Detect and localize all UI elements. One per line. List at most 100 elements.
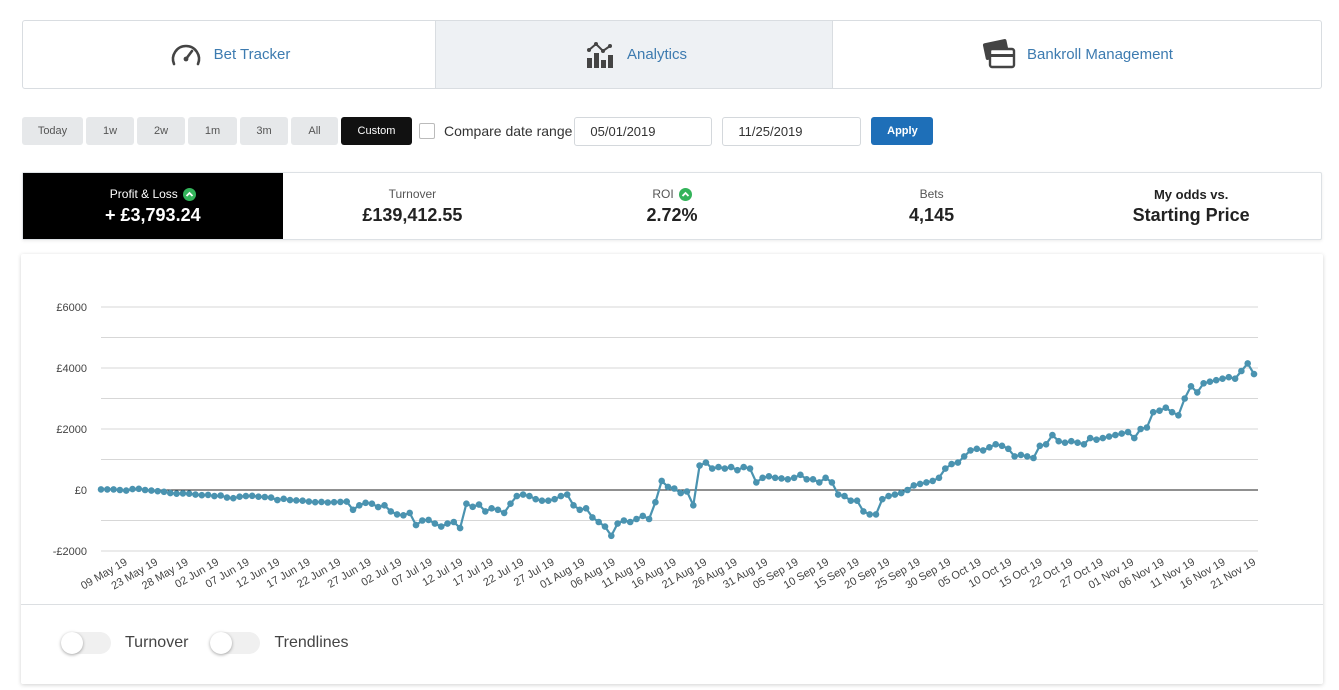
data-point bbox=[614, 520, 621, 527]
data-point bbox=[803, 476, 810, 483]
chart-toggles: Turnover Trendlines bbox=[61, 632, 349, 654]
range-1w-button[interactable]: 1w bbox=[86, 117, 134, 145]
toggle-knob bbox=[61, 632, 83, 654]
data-point bbox=[992, 441, 999, 448]
data-point bbox=[715, 463, 722, 471]
stat-turnover[interactable]: Turnover £139,412.55 bbox=[283, 173, 543, 239]
range-3m-button[interactable]: 3m bbox=[240, 117, 288, 145]
data-point bbox=[1137, 425, 1144, 433]
data-point bbox=[910, 482, 918, 489]
data-point bbox=[1017, 451, 1025, 459]
data-point bbox=[173, 490, 180, 497]
data-point bbox=[236, 493, 243, 500]
compare-checkbox[interactable] bbox=[419, 123, 435, 139]
data-point bbox=[456, 524, 464, 532]
stat-turnover-label: Turnover bbox=[388, 187, 437, 201]
tab-bar: Bet Tracker Analytics Bankroll Managemen… bbox=[22, 20, 1322, 89]
stat-profit-loss-value: + £3,793.24 bbox=[105, 205, 201, 225]
data-point bbox=[400, 512, 407, 519]
data-point bbox=[834, 491, 842, 498]
data-point bbox=[582, 505, 590, 512]
range-1m-button[interactable]: 1m bbox=[188, 117, 237, 145]
data-point bbox=[1068, 437, 1075, 445]
data-point bbox=[437, 523, 445, 530]
data-point bbox=[1156, 407, 1163, 414]
data-point bbox=[1168, 408, 1176, 416]
data-point bbox=[299, 497, 306, 504]
tab-bankroll-management[interactable]: Bankroll Management bbox=[832, 21, 1321, 88]
y-tick-label: £6000 bbox=[56, 302, 87, 314]
data-point bbox=[828, 479, 836, 486]
start-date-input[interactable] bbox=[574, 116, 713, 146]
data-point bbox=[853, 497, 861, 504]
data-point bbox=[463, 500, 470, 507]
data-point bbox=[948, 460, 955, 468]
speedometer-icon bbox=[168, 37, 204, 73]
date-range-bar: Today 1w 2w 1m 3m All Custom Compare dat… bbox=[22, 116, 934, 146]
trendlines-toggle[interactable] bbox=[210, 632, 261, 654]
data-point bbox=[740, 463, 747, 471]
end-date-input[interactable] bbox=[722, 116, 862, 146]
data-point bbox=[305, 498, 313, 505]
apply-button[interactable]: Apply bbox=[871, 117, 934, 145]
data-point bbox=[1175, 412, 1182, 419]
range-all-button[interactable]: All bbox=[291, 117, 338, 145]
range-2w-button[interactable]: 2w bbox=[137, 117, 185, 145]
data-point bbox=[790, 474, 798, 482]
data-point bbox=[1124, 428, 1132, 436]
data-point bbox=[1118, 430, 1125, 437]
data-point bbox=[1042, 441, 1050, 448]
tab-analytics[interactable]: Analytics bbox=[435, 21, 832, 88]
data-point bbox=[261, 493, 269, 501]
stats-bar: Profit & Loss + £3,793.24 Turnover £139,… bbox=[22, 172, 1322, 240]
data-point bbox=[897, 489, 905, 497]
data-point bbox=[1238, 367, 1245, 375]
data-point bbox=[942, 465, 949, 472]
data-point bbox=[475, 501, 483, 508]
data-point bbox=[160, 488, 168, 496]
data-point bbox=[753, 479, 760, 486]
tab-bet-tracker[interactable]: Bet Tracker bbox=[23, 21, 435, 88]
data-point bbox=[1206, 378, 1214, 385]
turnover-toggle[interactable] bbox=[61, 632, 111, 654]
data-point bbox=[1187, 383, 1195, 390]
data-point bbox=[1143, 424, 1151, 431]
range-custom-button[interactable]: Custom bbox=[341, 117, 412, 145]
range-today-button[interactable]: Today bbox=[22, 117, 83, 145]
stat-odds-vs-sp[interactable]: My odds vs. Starting Price bbox=[1061, 173, 1321, 239]
stat-profit-loss-label: Profit & Loss bbox=[109, 187, 178, 201]
data-point bbox=[116, 486, 124, 494]
data-point bbox=[576, 506, 584, 514]
toggle-knob bbox=[210, 632, 233, 654]
tab-analytics-label: Analytics bbox=[626, 46, 688, 63]
data-point bbox=[97, 486, 105, 493]
data-point bbox=[904, 486, 911, 494]
data-point bbox=[973, 445, 981, 453]
data-point bbox=[1061, 439, 1069, 446]
data-point bbox=[450, 518, 458, 526]
data-point bbox=[916, 480, 924, 488]
trendlines-toggle-label: Trendlines bbox=[274, 634, 349, 651]
data-point bbox=[784, 476, 792, 483]
stat-profit-loss[interactable]: Profit & Loss + £3,793.24 bbox=[23, 173, 283, 239]
data-point bbox=[809, 476, 817, 483]
data-point bbox=[727, 463, 735, 471]
data-point bbox=[759, 474, 766, 482]
data-point bbox=[482, 508, 489, 515]
data-point bbox=[179, 490, 187, 497]
data-point bbox=[230, 494, 237, 502]
data-point bbox=[381, 502, 388, 509]
stat-bets-value: 4,145 bbox=[909, 205, 955, 225]
data-point bbox=[519, 491, 527, 498]
data-point bbox=[387, 508, 395, 515]
divider bbox=[21, 604, 1323, 605]
data-point bbox=[122, 487, 130, 494]
data-point bbox=[286, 496, 294, 504]
stat-bets[interactable]: Bets 4,145 bbox=[802, 173, 1062, 239]
data-point bbox=[356, 502, 363, 509]
stat-roi[interactable]: ROI 2.72% bbox=[542, 173, 802, 239]
series-line bbox=[101, 362, 1255, 537]
data-point bbox=[526, 492, 533, 500]
data-point bbox=[967, 447, 974, 454]
up-arrow-icon bbox=[678, 187, 692, 201]
